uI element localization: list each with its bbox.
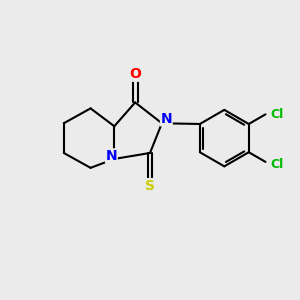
Text: O: O xyxy=(129,67,141,81)
Text: Cl: Cl xyxy=(270,158,284,171)
Text: N: N xyxy=(160,112,172,126)
Text: N: N xyxy=(106,149,117,163)
Text: S: S xyxy=(145,179,155,193)
Text: Cl: Cl xyxy=(270,108,284,121)
